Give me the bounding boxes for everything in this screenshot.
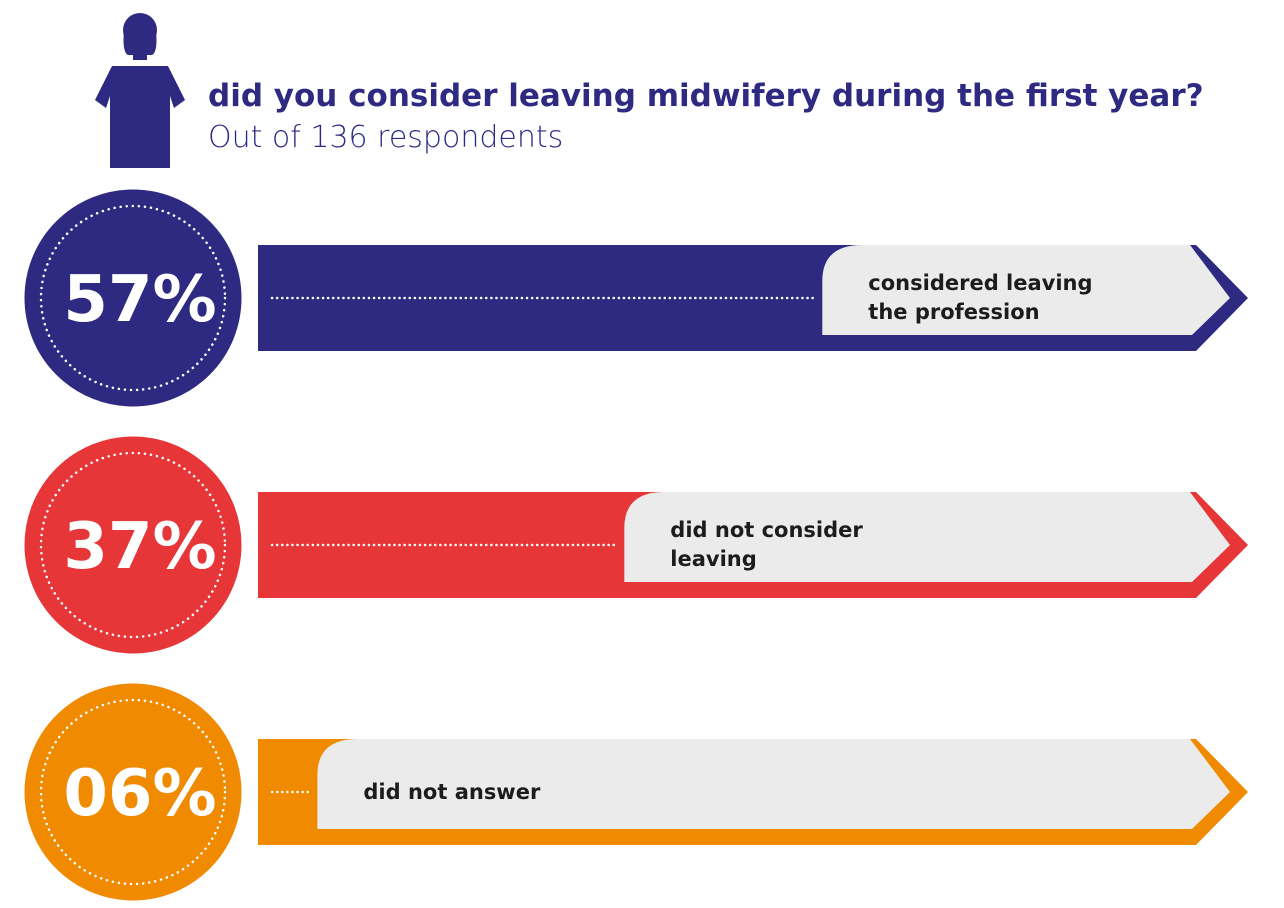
label-box (317, 739, 1230, 829)
category-label: did not answer (363, 779, 541, 804)
category-label: did not consider leaving (670, 518, 863, 571)
value-circle-dots (39, 698, 227, 886)
label-box (624, 492, 1230, 582)
value-label: 37% (63, 510, 216, 584)
chart-subtitle: Out of 136 respondents (208, 120, 564, 155)
midwife-icon (95, 13, 185, 168)
value-label: 06% (63, 757, 216, 831)
value-circle (17, 429, 249, 661)
value-circle (17, 182, 249, 414)
value-circle-dots (39, 451, 227, 639)
chart-title: did you consider leaving midwifery durin… (208, 78, 1204, 114)
value-circle (17, 676, 249, 908)
category-label: considered leaving the profession (868, 271, 1093, 324)
label-box (822, 245, 1230, 335)
value-circle-dots (39, 204, 227, 392)
value-label: 57% (63, 263, 216, 337)
